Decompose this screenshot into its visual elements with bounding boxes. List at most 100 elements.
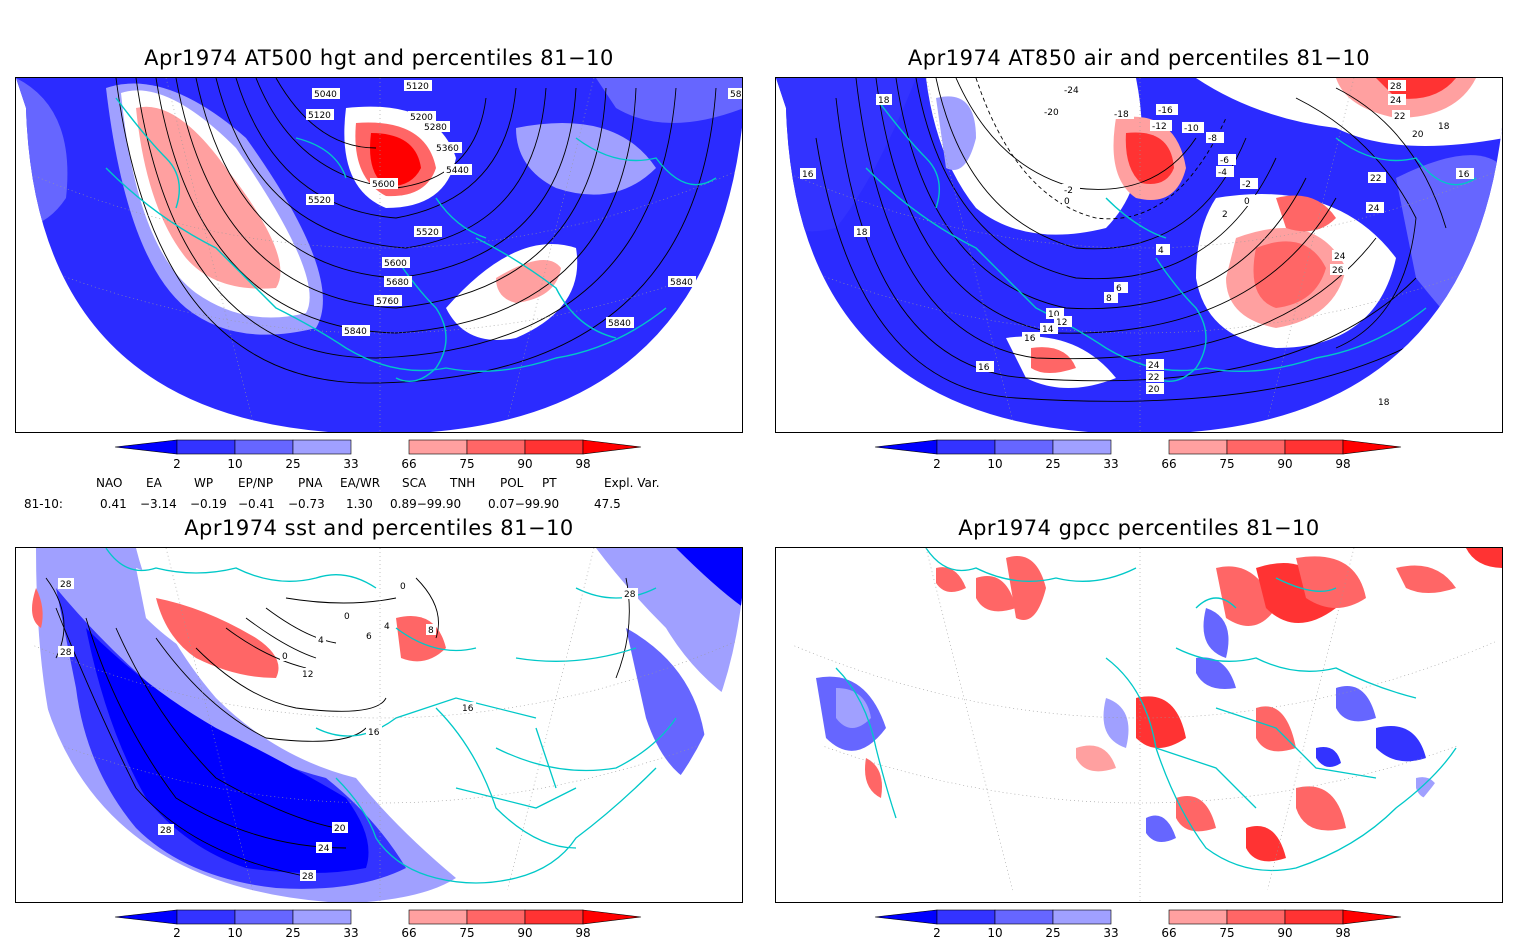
contour-label: -10 xyxy=(1184,124,1199,134)
index-value: 47.5 xyxy=(594,497,621,511)
colorbar-tick: 98 xyxy=(1335,926,1350,940)
panel-title-gpcc: Apr1974 gpcc percentiles 81−10 xyxy=(958,516,1320,540)
contour-label: 5840 xyxy=(608,319,631,329)
contour-label: 12 xyxy=(302,670,313,680)
colorbar-tick: 33 xyxy=(1103,457,1118,471)
colorbar-tick: 66 xyxy=(401,926,416,940)
index-header: PT xyxy=(542,476,557,490)
colorbar-tick: 2 xyxy=(933,457,941,471)
contour-label: 4 xyxy=(1158,246,1164,256)
contour-label: 5520 xyxy=(308,196,331,206)
map-panel-gpcc xyxy=(775,547,1503,903)
colorbar-tick: 25 xyxy=(1045,926,1060,940)
index-value: 1.30 xyxy=(346,497,373,511)
colorbar-tick: 25 xyxy=(1045,457,1060,471)
colorbar-svg: 2 10 25 33 66 75 90 98 xyxy=(114,909,642,940)
contour-label: 16 xyxy=(802,170,814,180)
precip-anomaly-patches xyxy=(816,548,1502,862)
contour-label: 16 xyxy=(1458,170,1470,180)
colorbar-tick: 98 xyxy=(1335,457,1350,471)
hgt500-map: 5040 5120 5120 5200 5280 5360 5440 5600 … xyxy=(16,78,742,432)
index-value: −0.19 xyxy=(190,497,227,511)
colorbar-tick: 90 xyxy=(517,926,532,940)
colorbar-svg: 2 10 25 33 66 75 90 98 xyxy=(874,439,1402,471)
contour-label: 10 xyxy=(1048,310,1060,320)
contour-label: -24 xyxy=(1064,86,1079,96)
contour-label: -16 xyxy=(1158,106,1173,116)
contour-label: -20 xyxy=(1044,108,1059,118)
contour-label: 28 xyxy=(160,826,172,836)
contour-label: 26 xyxy=(1332,266,1344,276)
air850-map: 18 16 18 -24 -20 -18 -16 -12 -10 -8 -6 -… xyxy=(776,78,1502,432)
contour-label: 18 xyxy=(856,228,868,238)
contour-label: 0 xyxy=(344,612,350,622)
contour-label: 8 xyxy=(1106,294,1112,304)
contour-label: 0 xyxy=(1064,197,1070,207)
contour-label: 5680 xyxy=(386,278,409,288)
colorbar-svg: 2 10 25 33 66 75 90 98 xyxy=(114,439,642,471)
colorbar-tick: 98 xyxy=(575,457,590,471)
colorbar-tick: 10 xyxy=(987,926,1002,940)
colorbar-tick: 33 xyxy=(343,926,358,940)
index-header: EA xyxy=(146,476,162,490)
coastlines xyxy=(105,97,717,382)
contour-label: 28 xyxy=(60,580,72,590)
contour-label: 5120 xyxy=(406,82,429,92)
contour-label: 16 xyxy=(462,704,474,714)
contour-label: 0 xyxy=(400,582,406,592)
contour-label: 16 xyxy=(978,363,990,373)
contour-label: 0 xyxy=(282,652,288,662)
colorbar-tick: 75 xyxy=(1219,457,1234,471)
index-value: −0.41 xyxy=(238,497,275,511)
colorbar-tick: 90 xyxy=(517,457,532,471)
contour-label: -8 xyxy=(1208,134,1217,144)
contour-label: 4 xyxy=(318,636,324,646)
contour-label: 5600 xyxy=(384,259,407,269)
index-value: 0.89−99.90 xyxy=(390,497,462,511)
colorbar-tick: 33 xyxy=(343,457,358,471)
index-header: TNH xyxy=(450,476,476,490)
index-header: SCA xyxy=(402,476,427,490)
contour-label: 28 xyxy=(1390,82,1402,92)
contour-label: 0 xyxy=(1244,197,1250,207)
contour-label: 5200 xyxy=(410,113,433,123)
contour-label: 24 xyxy=(1390,96,1402,106)
map-panel-hgt500: 5040 5120 5120 5200 5280 5360 5440 5600 … xyxy=(15,77,743,433)
colorbar-tick: 33 xyxy=(1103,926,1118,940)
contour-label: 22 xyxy=(1370,174,1381,184)
contour-label: 6 xyxy=(1116,284,1122,294)
contour-label: 8 xyxy=(428,626,434,636)
sst-map: 28 28 0 0 4 4 6 8 0 12 16 16 20 24 28 28… xyxy=(16,548,742,902)
contour-label: 28 xyxy=(302,872,314,882)
contour-label: 22 xyxy=(1148,373,1159,383)
gpcc-map xyxy=(776,548,1502,902)
contour-label: 5280 xyxy=(424,123,447,133)
contour-label: 5440 xyxy=(446,166,469,176)
colorbar-tick: 25 xyxy=(285,457,300,471)
colorbar-tick: 66 xyxy=(1161,926,1176,940)
contour-label: 20 xyxy=(1148,385,1160,395)
contour-label: 28 xyxy=(624,590,636,600)
contour-label: 14 xyxy=(1042,325,1054,335)
colorbar-air850: 2 10 25 33 66 75 90 98 xyxy=(874,439,1435,480)
colorbar-tick: 90 xyxy=(1277,457,1292,471)
contour-label: 5360 xyxy=(436,144,459,154)
contour-label: 20 xyxy=(1412,130,1424,140)
index-header: NAO xyxy=(96,476,123,490)
contour-label: -2 xyxy=(1064,186,1073,196)
index-header: WP xyxy=(194,476,214,490)
contour-label: -2 xyxy=(1242,180,1251,190)
contour-label: -6 xyxy=(1220,156,1229,166)
colorbar-tick: 66 xyxy=(1161,457,1176,471)
map-panel-sst: 28 28 0 0 4 4 6 8 0 12 16 16 20 24 28 28… xyxy=(15,547,743,903)
index-header: PNA xyxy=(298,476,323,490)
contour-label: 4 xyxy=(384,622,390,632)
colorbar-tick: 98 xyxy=(575,926,590,940)
contour-label: 20 xyxy=(334,824,346,834)
map-panel-air850: 18 16 18 -24 -20 -18 -16 -12 -10 -8 -6 -… xyxy=(775,77,1503,433)
index-value: −0.73 xyxy=(288,497,325,511)
contour-label: 5040 xyxy=(314,90,337,100)
colorbar-tick: 75 xyxy=(459,926,474,940)
panel-title-air850: Apr1974 AT850 air and percentiles 81−10 xyxy=(907,46,1371,70)
panel-title-sst: Apr1974 sst and percentiles 81−10 xyxy=(184,516,574,540)
